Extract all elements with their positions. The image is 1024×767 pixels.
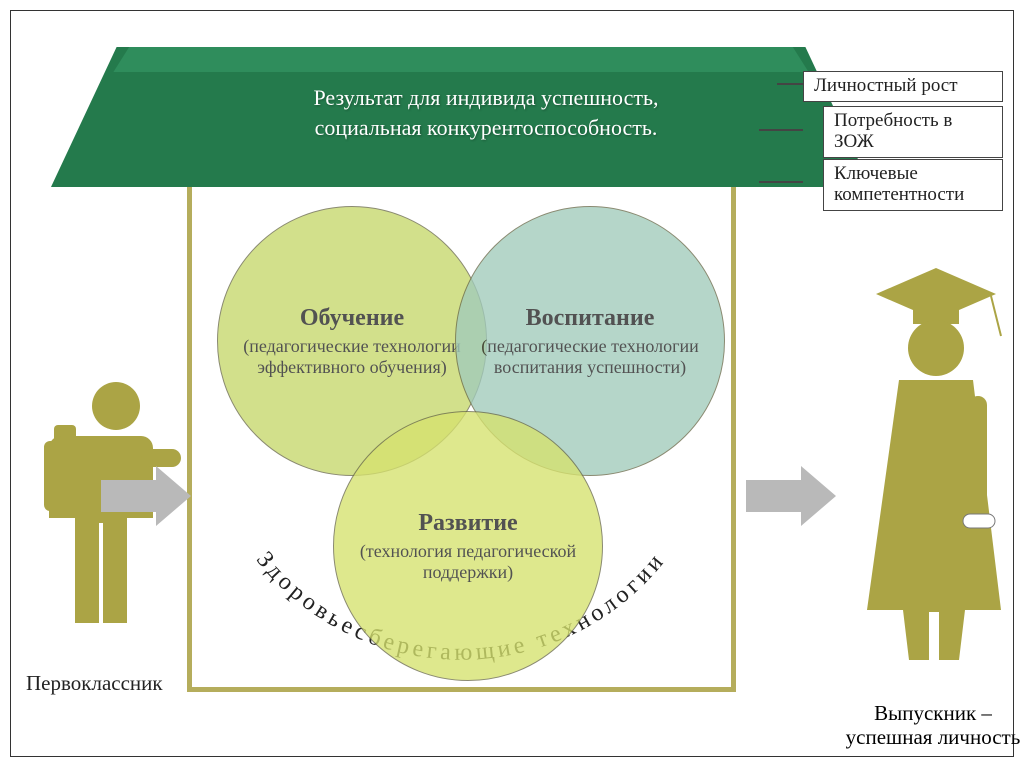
roof-line-1: Результат для индивида успешность, bbox=[313, 85, 658, 110]
outcome-box-growth: Личностный рост bbox=[803, 71, 1003, 102]
venn-c1-title: Обучение bbox=[300, 305, 404, 332]
venn-c1-desc: (педагогические технологии эффективного … bbox=[236, 336, 468, 377]
connector-line bbox=[759, 181, 803, 183]
label-graduate: Выпускник – успешная личность bbox=[833, 701, 1024, 749]
arrow-right-icon bbox=[101, 466, 191, 526]
roof-title: Результат для индивида успешность, социа… bbox=[216, 83, 756, 142]
arrow-right-icon bbox=[746, 466, 836, 526]
roof-line-2: социальная конкурентоспособность. bbox=[315, 115, 658, 140]
roof-top-band bbox=[66, 47, 856, 72]
venn-c3-title: Развитие bbox=[418, 510, 517, 537]
arrow-out bbox=[746, 466, 836, 526]
graduate-icon bbox=[841, 256, 1024, 676]
outcome-box-health-need: Потребность в ЗОЖ bbox=[823, 106, 1003, 158]
figure-graduate bbox=[841, 256, 1024, 676]
venn-c2-desc: (педагогические технологии воспитания ус… bbox=[474, 336, 706, 377]
connector-line bbox=[759, 129, 803, 131]
arrow-in bbox=[101, 466, 191, 526]
connector-line bbox=[777, 83, 803, 85]
diagram-frame: Результат для индивида успешность, социа… bbox=[10, 10, 1014, 757]
venn-circle-development: Развитие (технология педагогической подд… bbox=[333, 411, 603, 681]
venn-c3-desc: (технология педагогической поддержки) bbox=[352, 541, 584, 582]
label-first-grader: Первоклассник bbox=[26, 671, 163, 696]
outcome-box-competence: Ключевые компетентности bbox=[823, 159, 1003, 211]
venn-c2-title: Воспитание bbox=[526, 305, 655, 332]
